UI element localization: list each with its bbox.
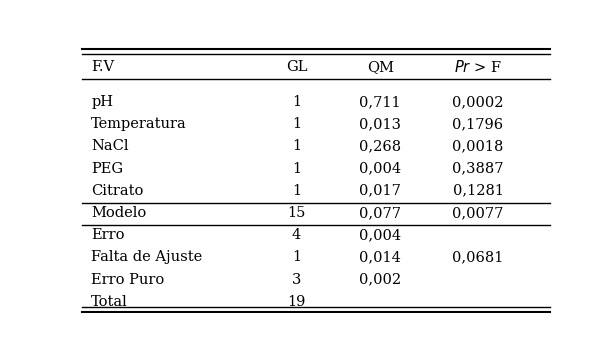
Text: NaCl: NaCl: [91, 139, 129, 153]
Text: F.V: F.V: [91, 59, 115, 74]
Text: Total: Total: [91, 295, 128, 309]
Text: 1: 1: [292, 250, 301, 264]
Text: 0,004: 0,004: [359, 162, 401, 176]
Text: $\mathit{Pr}$ > F: $\mathit{Pr}$ > F: [454, 59, 502, 75]
Text: 0,014: 0,014: [359, 250, 401, 264]
Text: 0,002: 0,002: [359, 273, 401, 287]
Text: 0,017: 0,017: [359, 184, 401, 198]
Text: QM: QM: [367, 59, 394, 74]
Text: 4: 4: [292, 228, 301, 242]
Text: 1: 1: [292, 184, 301, 198]
Text: 0,3887: 0,3887: [452, 162, 504, 176]
Text: Falta de Ajuste: Falta de Ajuste: [91, 250, 203, 264]
Text: 0,077: 0,077: [359, 206, 401, 220]
Text: 19: 19: [288, 295, 306, 309]
Text: 0,268: 0,268: [359, 139, 401, 153]
Text: 0,0018: 0,0018: [452, 139, 504, 153]
Text: 1: 1: [292, 162, 301, 176]
Text: 1: 1: [292, 95, 301, 109]
Text: 0,0077: 0,0077: [452, 206, 504, 220]
Text: Citrato: Citrato: [91, 184, 144, 198]
Text: Erro Puro: Erro Puro: [91, 273, 164, 287]
Text: 0,711: 0,711: [359, 95, 401, 109]
Text: 1: 1: [292, 139, 301, 153]
Text: PEG: PEG: [91, 162, 123, 176]
Text: 1: 1: [292, 117, 301, 131]
Text: 0,004: 0,004: [359, 228, 401, 242]
Text: Erro: Erro: [91, 228, 125, 242]
Text: pH: pH: [91, 95, 113, 109]
Text: 0,0681: 0,0681: [452, 250, 504, 264]
Text: 0,013: 0,013: [359, 117, 401, 131]
Text: Temperatura: Temperatura: [91, 117, 187, 131]
Text: 0,1281: 0,1281: [453, 184, 503, 198]
Text: 3: 3: [292, 273, 301, 287]
Text: 0,1796: 0,1796: [453, 117, 503, 131]
Text: GL: GL: [286, 59, 307, 74]
Text: 15: 15: [288, 206, 306, 220]
Text: 0,0002: 0,0002: [452, 95, 504, 109]
Text: Modelo: Modelo: [91, 206, 147, 220]
